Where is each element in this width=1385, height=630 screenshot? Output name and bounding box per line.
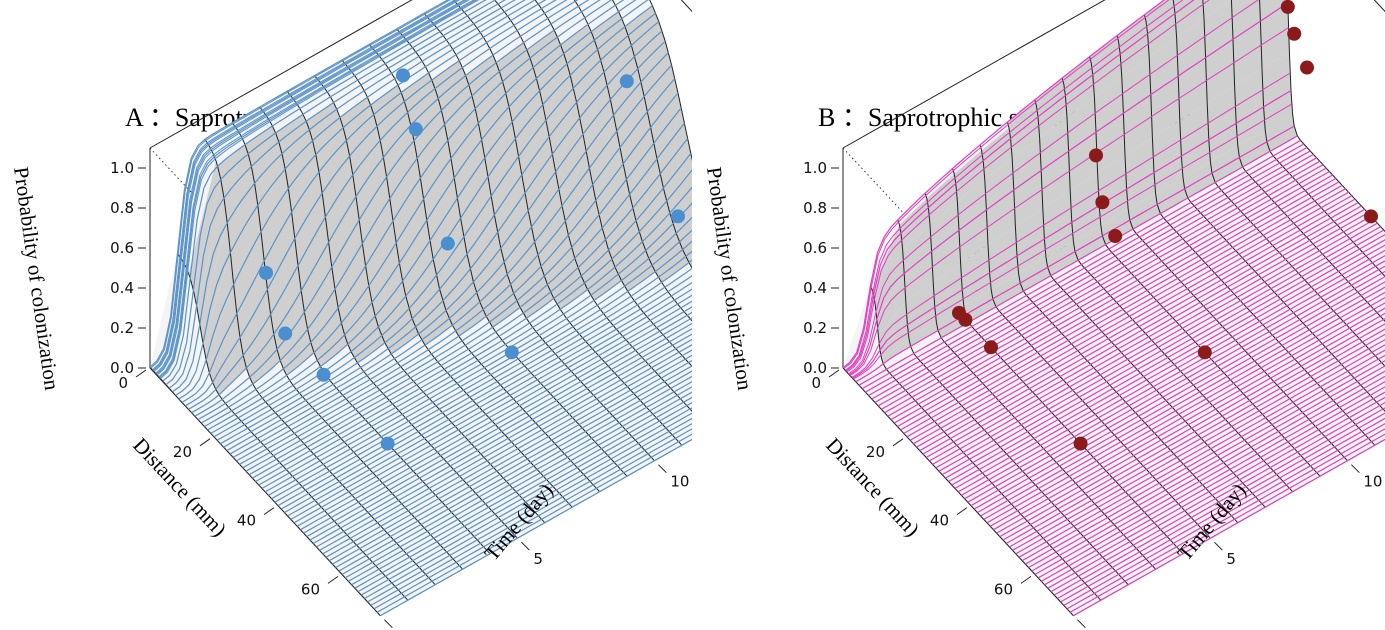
observed-point [984, 340, 998, 355]
z-tick-label: 0.8 [110, 199, 134, 217]
x-tick-label: 20 [866, 443, 885, 461]
y-tick-label: 0 [396, 628, 406, 630]
observed-point [1108, 229, 1123, 244]
x-tick-mark [327, 575, 339, 584]
z-axis-label: Probability of colonization [702, 165, 757, 392]
observed-point [619, 74, 634, 89]
y-tick-label: 0 [1089, 628, 1099, 630]
x-tick-label: 60 [994, 580, 1013, 598]
box-edge [1373, 0, 1385, 13]
z-tick-label: 0.4 [803, 279, 827, 297]
observed-point [504, 345, 519, 360]
x-tick-mark [199, 438, 211, 447]
observed-point [408, 122, 423, 137]
surface-grid [149, 0, 692, 617]
y-tick-label: 10 [1363, 473, 1382, 491]
z-tick-label: 0.0 [803, 359, 827, 377]
ticks: 0.00.20.40.60.81.00204060051015 [110, 159, 689, 630]
observed-point [1300, 60, 1314, 75]
observed-point [1073, 436, 1088, 451]
y-tick-mark [658, 464, 667, 474]
x-tick-label: 40 [930, 512, 949, 530]
box-edge [149, 0, 413, 149]
observed-point [316, 367, 331, 382]
observed-point [259, 265, 273, 280]
z-tick-label: 1.0 [803, 159, 827, 177]
x-tick-label: 0 [118, 374, 128, 392]
observed-point [380, 436, 395, 451]
surface-grid [842, 0, 1385, 617]
y-tick-label: 10 [670, 473, 689, 491]
y-tick-mark [1077, 619, 1086, 629]
x-tick-mark [263, 507, 275, 516]
x-tick-label: 60 [301, 580, 320, 598]
surface-plot: 0.00.20.40.60.81.00204060051015Probabili… [702, 0, 1385, 630]
observed-point [1095, 195, 1110, 210]
observed-point [278, 326, 293, 341]
panel-b: B ：Saprotrophic spread with spraying of … [693, 0, 1385, 630]
z-tick-label: 0.2 [803, 319, 827, 337]
panel-a: A ：Saprotrophic spread with spraying of … [0, 0, 692, 630]
observed-point [396, 68, 410, 83]
x-tick-mark [892, 438, 904, 447]
z-tick-label: 0.6 [803, 239, 827, 257]
surface-plot: 0.00.20.40.60.81.00204060051015Probabili… [9, 0, 692, 630]
box-edge [842, 0, 1106, 149]
observed-point [1280, 0, 1295, 14]
y-tick-label: 5 [1226, 550, 1236, 568]
z-tick-label: 1.0 [110, 159, 134, 177]
z-tick-label: 0.0 [110, 359, 134, 377]
x-tick-label: 20 [173, 443, 192, 461]
y-tick-mark [384, 619, 393, 629]
y-tick-mark [521, 541, 530, 551]
z-tick-label: 0.4 [110, 279, 134, 297]
x-tick-label: 0 [811, 374, 821, 392]
observed-point [440, 236, 455, 251]
y-tick-mark [1351, 464, 1360, 474]
x-tick-mark [828, 369, 840, 378]
y-tick-mark [1214, 541, 1223, 551]
z-tick-label: 0.2 [110, 319, 134, 337]
z-tick-label: 0.8 [803, 199, 827, 217]
y-tick-label: 5 [533, 550, 543, 568]
z-tick-label: 0.6 [110, 239, 134, 257]
observed-point [671, 209, 685, 224]
ticks: 0.00.20.40.60.81.00204060051015 [803, 159, 1382, 630]
x-tick-mark [956, 507, 968, 516]
observed-point [1287, 26, 1302, 41]
observed-point [1364, 209, 1378, 224]
x-tick-mark [135, 369, 147, 378]
observed-point [1089, 148, 1103, 163]
x-tick-mark [1020, 575, 1032, 584]
observed-point [958, 312, 973, 327]
x-tick-label: 40 [237, 512, 256, 530]
observed-point [1197, 345, 1212, 360]
z-axis-label: Probability of colonization [9, 165, 64, 392]
